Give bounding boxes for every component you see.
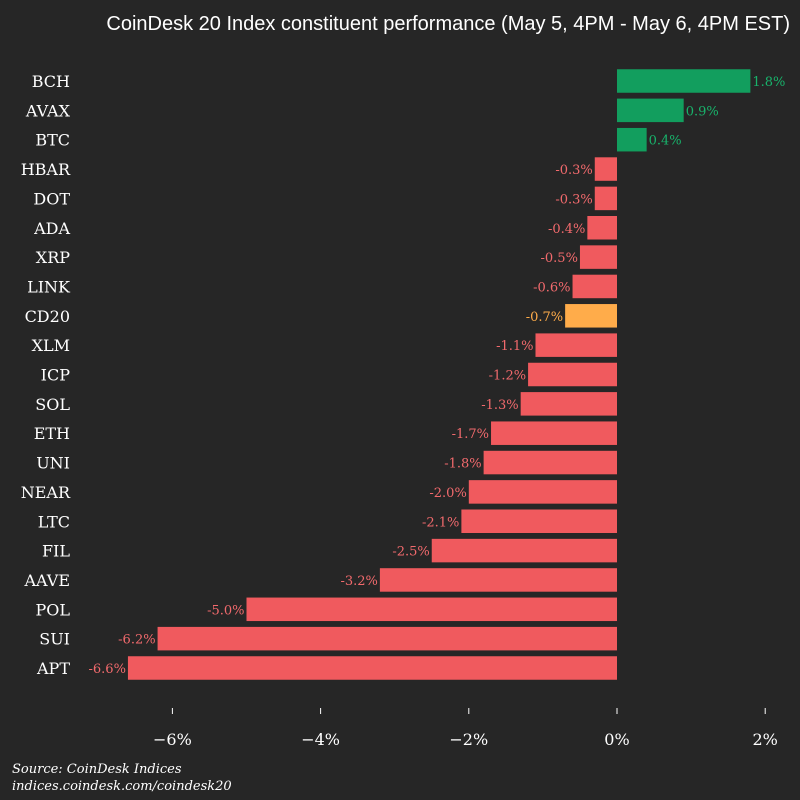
x-tick-label: −2% — [449, 730, 488, 749]
value-label-fil: -2.5% — [392, 545, 429, 560]
value-label-sol: -1.3% — [481, 398, 518, 413]
bar-eth — [491, 421, 617, 445]
category-label-avax: AVAX — [25, 101, 71, 120]
category-label-hbar: HBAR — [21, 160, 71, 179]
category-label-link: LINK — [27, 277, 71, 296]
value-label-pol: -5.0% — [207, 603, 244, 618]
value-label-dot: -0.3% — [555, 192, 592, 207]
bar-link — [572, 274, 617, 299]
x-tick-label: −6% — [153, 730, 192, 749]
bar-xrp — [579, 245, 617, 269]
bar-cd20 — [565, 304, 617, 328]
category-label-btc: BTC — [35, 131, 70, 150]
category-label-sui: SUI — [39, 630, 70, 649]
x-axis: −6% −4% −2% 0% 2% — [153, 708, 778, 749]
category-label-bch: BCH — [32, 72, 70, 91]
x-tick-label: 2% — [753, 730, 778, 749]
category-label-xlm: XLM — [32, 336, 70, 355]
source-line-2: indices.coindesk.com/coindesk20 — [12, 779, 232, 794]
value-label-uni: -1.8% — [444, 457, 481, 472]
value-label-near: -2.0% — [429, 486, 466, 501]
bar-apt — [127, 656, 617, 680]
bars-group: BCH 1.8% AVAX 0.9% BTC 0.4% HBAR -0.3% DOT -0.3% A… — [21, 69, 785, 680]
value-label-hbar: -0.3% — [555, 163, 592, 178]
category-label-pol: POL — [35, 600, 70, 619]
category-label-eth: ETH — [34, 424, 70, 443]
bar-sui — [157, 626, 617, 651]
category-label-ada: ADA — [33, 219, 70, 238]
category-label-cd20: CD20 — [25, 307, 70, 326]
category-label-ltc: LTC — [38, 512, 70, 531]
category-label-dot: DOT — [33, 189, 70, 208]
bar-uni — [483, 450, 617, 475]
bar-bch — [617, 69, 751, 93]
category-label-apt: APT — [36, 659, 70, 678]
value-label-icp: -1.2% — [489, 369, 526, 384]
category-label-icp: ICP — [41, 366, 71, 385]
value-label-eth: -1.7% — [452, 427, 489, 442]
bar-aave — [379, 568, 617, 592]
source-line-1: Source: CoinDesk Indices — [12, 762, 182, 777]
bar-avax — [617, 98, 684, 123]
category-label-uni: UNI — [36, 454, 70, 473]
x-tick-label: 0% — [604, 730, 629, 749]
category-label-fil: FIL — [42, 542, 70, 561]
bar-sol — [520, 392, 617, 416]
bar-dot — [594, 186, 617, 211]
bar-icp — [528, 362, 617, 387]
value-label-cd20: -0.7% — [526, 310, 563, 325]
category-label-sol: SOL — [35, 395, 70, 414]
bar-xlm — [535, 333, 617, 357]
bar-pol — [246, 597, 617, 622]
category-label-near: NEAR — [21, 483, 71, 502]
value-label-apt: -6.6% — [89, 662, 126, 677]
bar-ada — [587, 216, 617, 240]
value-label-aave: -3.2% — [340, 574, 377, 589]
x-tick-label: −4% — [301, 730, 340, 749]
value-label-ltc: -2.1% — [422, 515, 459, 530]
category-label-aave: AAVE — [23, 571, 70, 590]
value-label-avax: 0.9% — [686, 104, 719, 119]
bar-hbar — [594, 157, 617, 181]
value-label-sui: -6.2% — [118, 633, 155, 648]
bar-btc — [617, 127, 647, 152]
bar-ltc — [461, 509, 617, 533]
value-label-btc: 0.4% — [649, 134, 682, 149]
value-label-bch: 1.8% — [752, 75, 785, 90]
category-label-xrp: XRP — [36, 248, 70, 267]
bar-fil — [431, 538, 617, 563]
value-label-link: -0.6% — [533, 280, 570, 295]
value-label-xlm: -1.1% — [496, 339, 533, 354]
value-label-ada: -0.4% — [548, 222, 585, 237]
chart-title: CoinDesk 20 Index constituent performanc… — [106, 13, 790, 35]
value-label-xrp: -0.5% — [541, 251, 578, 266]
bar-near — [468, 480, 617, 504]
